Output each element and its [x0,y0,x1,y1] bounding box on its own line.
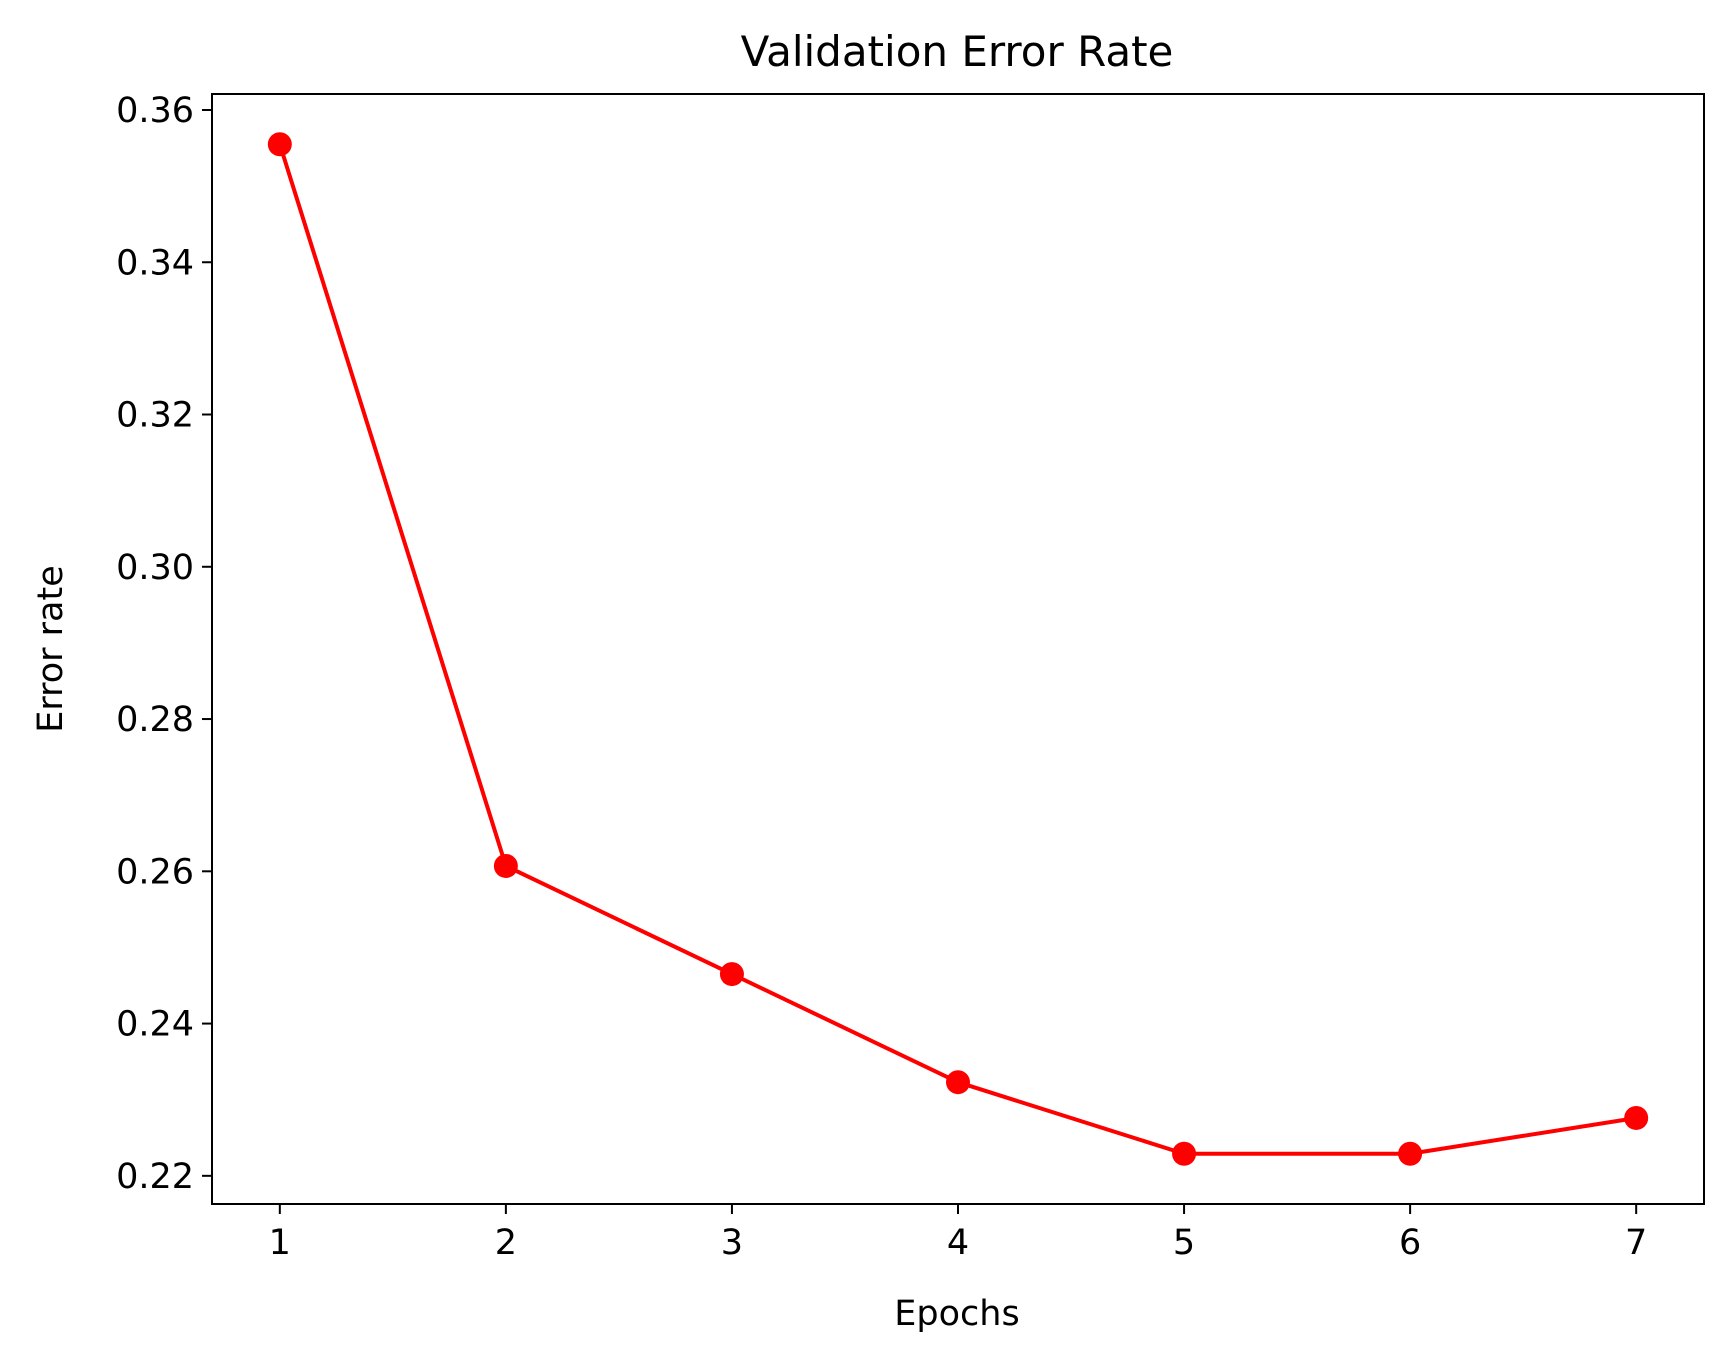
data-point-epoch-2 [493,853,518,878]
y-tick-label: 0.28 [116,700,194,740]
x-tick-label: 4 [947,1223,969,1263]
y-tick-label: 0.36 [116,91,194,131]
chart-title: Validation Error Rate [741,27,1174,76]
plot-frame [211,93,1705,1205]
x-tick-label: 7 [1625,1223,1647,1263]
plot-area [267,132,1649,1166]
y-tick-label: 0.26 [116,852,194,892]
data-point-epoch-3 [719,962,744,987]
y-tick-label: 0.22 [116,1157,194,1197]
y-axis-label: Error rate [31,565,71,733]
x-tick-label: 6 [1399,1223,1421,1263]
x-tick-label: 5 [1173,1223,1195,1263]
series-line [277,143,1637,1156]
y-tick-label: 0.24 [116,1005,194,1045]
data-point-epoch-7 [1624,1105,1649,1130]
y-axis: 0.22 0.24 0.26 0.28 0.30 0.32 0.34 0.36 [116,91,212,1197]
x-tick-label: 2 [495,1223,517,1263]
y-tick-label: 0.32 [116,396,194,436]
data-point-epoch-5 [1172,1141,1197,1166]
x-axis-label: Epochs [894,1294,1019,1334]
x-tick-label: 1 [269,1223,291,1263]
data-point-epoch-6 [1398,1141,1423,1166]
data-point-epoch-4 [946,1070,970,1095]
x-axis: 1 2 3 4 5 6 7 [269,1204,1647,1263]
data-point-epoch-1 [267,132,292,157]
x-tick-label: 3 [721,1223,743,1263]
y-tick-label: 0.34 [116,243,194,283]
y-tick-label: 0.30 [116,548,194,588]
